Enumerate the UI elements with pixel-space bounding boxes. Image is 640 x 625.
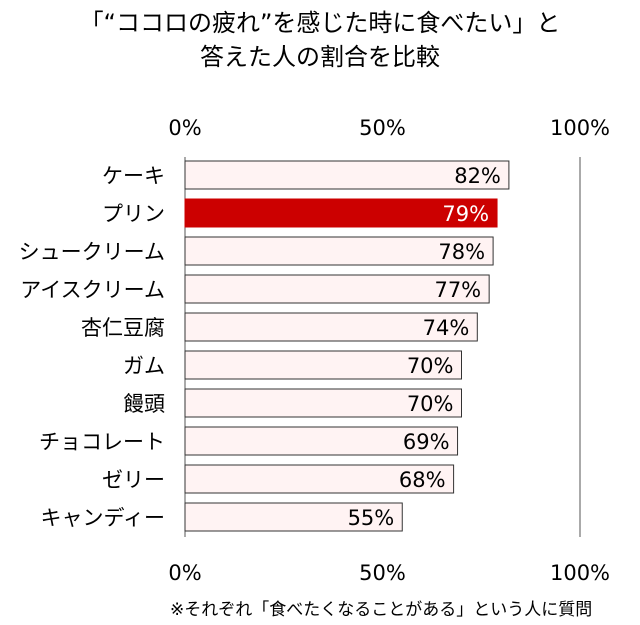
data-label: 74%: [423, 316, 470, 340]
category-label: キャンディー: [40, 506, 165, 530]
data-label: 70%: [407, 392, 454, 416]
category-label: プリン: [102, 202, 165, 226]
data-label: 70%: [407, 354, 454, 378]
data-label: 55%: [348, 506, 395, 530]
category-label: ケーキ: [102, 164, 165, 188]
footnote: ※それぞれ「食べたくなることがある」という人に質問: [170, 600, 593, 620]
category-label: チョコレート: [39, 430, 165, 454]
bar: [184, 464, 455, 494]
category-label: ガム: [123, 354, 165, 378]
data-label: 77%: [434, 278, 481, 302]
chart-title-line-2: 答えた人の割合を比較: [200, 43, 440, 71]
category-label: 杏仁豆腐: [81, 316, 165, 340]
x-tick-label-bottom: 50%: [359, 561, 406, 585]
bar-highlighted: [184, 198, 498, 228]
x-tick-label-top: 0%: [168, 116, 201, 140]
bar: [184, 160, 510, 190]
bar: [184, 426, 459, 456]
x-tick-label-bottom: 100%: [550, 561, 610, 585]
category-label: 饅頭: [123, 392, 165, 416]
category-label: アイスクリーム: [20, 278, 165, 302]
chart-title-line-1: 「“ココロの疲れ”を感じた時に食べたい」と: [79, 9, 561, 37]
x-tick-label-bottom: 0%: [168, 561, 201, 585]
x-tick-label-top: 50%: [359, 116, 406, 140]
category-label: シュークリーム: [19, 240, 165, 264]
bar: [184, 236, 494, 266]
bar: [184, 312, 478, 342]
data-label: 69%: [403, 430, 450, 454]
bar: [184, 502, 403, 532]
category-label: ゼリー: [102, 468, 165, 492]
bar: [184, 388, 462, 418]
bar: [184, 274, 490, 304]
x-tick-label-top: 100%: [550, 116, 610, 140]
data-label: 68%: [399, 468, 446, 492]
bar: [184, 350, 462, 380]
data-label: 82%: [454, 164, 501, 188]
data-label: 78%: [438, 240, 485, 264]
data-label: 79%: [442, 202, 489, 226]
